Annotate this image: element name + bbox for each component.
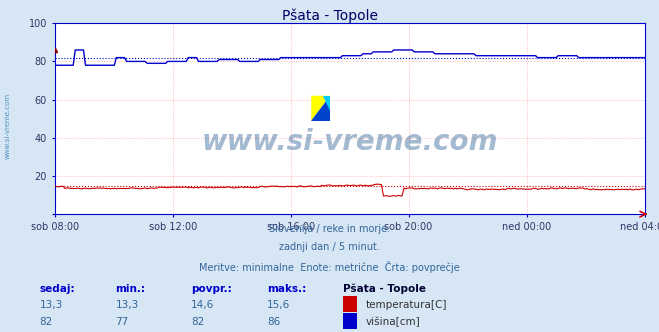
Text: povpr.:: povpr.: bbox=[191, 284, 232, 294]
Text: 13,3: 13,3 bbox=[115, 300, 138, 310]
Text: Slovenija / reke in morje.: Slovenija / reke in morje. bbox=[269, 224, 390, 234]
Text: Meritve: minimalne  Enote: metrične  Črta: povprečje: Meritve: minimalne Enote: metrične Črta:… bbox=[199, 261, 460, 273]
Text: zadnji dan / 5 minut.: zadnji dan / 5 minut. bbox=[279, 242, 380, 252]
Text: maks.:: maks.: bbox=[267, 284, 306, 294]
Text: 86: 86 bbox=[267, 317, 280, 327]
Text: min.:: min.: bbox=[115, 284, 146, 294]
Text: sedaj:: sedaj: bbox=[40, 284, 75, 294]
Text: temperatura[C]: temperatura[C] bbox=[366, 300, 447, 310]
Text: 15,6: 15,6 bbox=[267, 300, 290, 310]
Polygon shape bbox=[311, 96, 330, 121]
Text: www.si-vreme.com: www.si-vreme.com bbox=[202, 127, 498, 156]
Text: 14,6: 14,6 bbox=[191, 300, 214, 310]
Text: višina[cm]: višina[cm] bbox=[366, 317, 420, 327]
Text: Pšata - Topole: Pšata - Topole bbox=[281, 8, 378, 23]
Polygon shape bbox=[323, 96, 330, 111]
Text: www.si-vreme.com: www.si-vreme.com bbox=[5, 93, 11, 159]
Polygon shape bbox=[311, 96, 330, 121]
Text: Pšata - Topole: Pšata - Topole bbox=[343, 284, 426, 294]
Text: 82: 82 bbox=[40, 317, 53, 327]
Text: 82: 82 bbox=[191, 317, 204, 327]
Text: 13,3: 13,3 bbox=[40, 300, 63, 310]
Text: 77: 77 bbox=[115, 317, 129, 327]
